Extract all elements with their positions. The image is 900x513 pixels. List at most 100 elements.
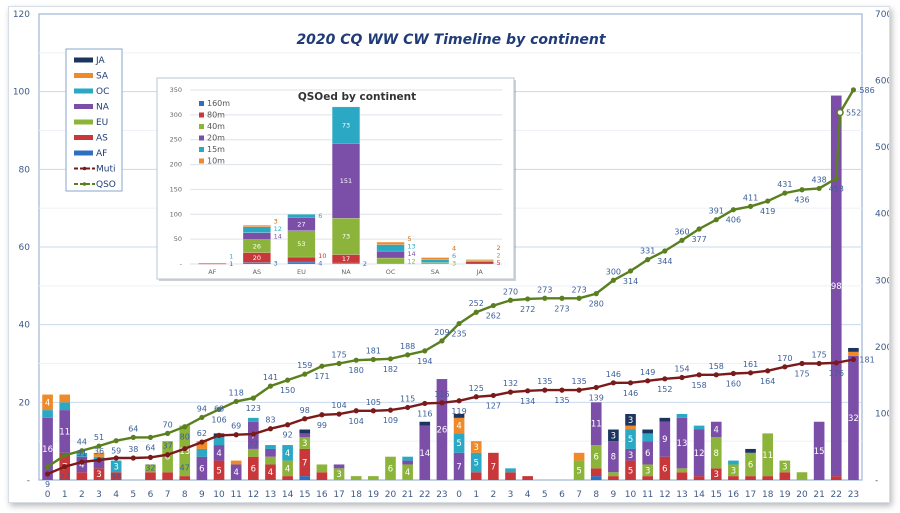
muti-marker bbox=[182, 446, 188, 452]
bar-value-label: 4 bbox=[456, 422, 461, 432]
bar-as bbox=[659, 456, 671, 480]
inset-bar-value-label: 5 bbox=[497, 259, 501, 267]
muti-point-label: 181 bbox=[859, 356, 874, 365]
x-tick-label: 0 bbox=[456, 490, 462, 500]
bar-ja bbox=[608, 429, 619, 442]
bar-na bbox=[213, 445, 225, 461]
qso-marker bbox=[422, 348, 428, 354]
muti-marker bbox=[113, 455, 119, 461]
muti-marker bbox=[250, 431, 256, 437]
bar-na bbox=[402, 460, 413, 465]
inset-bar-value-label: 27 bbox=[297, 220, 305, 228]
qso-marker bbox=[182, 424, 188, 430]
x-tick-label: 5 bbox=[130, 490, 136, 500]
bar-sa bbox=[93, 452, 105, 457]
x-tick-label: 22 bbox=[419, 490, 430, 500]
inset-bar-value-label: 4 bbox=[452, 245, 456, 253]
muti-marker bbox=[747, 370, 754, 376]
muti-point-label: 158 bbox=[709, 362, 724, 371]
muti-point-label: 160 bbox=[726, 379, 741, 388]
qso-point-label: 194 bbox=[417, 357, 432, 366]
bar-ja bbox=[453, 413, 465, 418]
muti-point-label: 176 bbox=[829, 369, 844, 378]
bar-value-label: 7 bbox=[302, 459, 307, 469]
bar-value-label: 4 bbox=[285, 449, 290, 459]
qso-point-label: 80 bbox=[180, 433, 190, 442]
qso-marker bbox=[507, 297, 514, 303]
bar-eu bbox=[779, 460, 791, 473]
qso-point-label: 181 bbox=[366, 347, 381, 356]
inset-x-tick-label: EU bbox=[297, 268, 306, 276]
bar-as bbox=[470, 472, 482, 480]
legend-swatch-eu bbox=[74, 119, 93, 125]
bar-value-label: 3 bbox=[628, 416, 633, 426]
x-tick-label: 18 bbox=[350, 490, 362, 500]
x-tick-label: 13 bbox=[676, 490, 687, 500]
bar-na bbox=[625, 448, 636, 461]
bar-value-label: 4 bbox=[285, 464, 290, 474]
x-tick-label: 0 bbox=[45, 490, 51, 500]
muti-point-label: 92 bbox=[283, 431, 293, 440]
qso-point-label: 188 bbox=[400, 342, 415, 351]
x-tick-label: 21 bbox=[402, 490, 413, 500]
muti-point-label: 116 bbox=[417, 409, 432, 418]
bar-value-label: 16 bbox=[42, 445, 53, 455]
muti-point-label: 175 bbox=[811, 351, 826, 360]
muti-point-label: 31 bbox=[77, 449, 87, 458]
inset-x-tick-label: NA bbox=[341, 268, 351, 276]
muti-marker bbox=[387, 407, 394, 413]
inset-y-tick-label: 100 bbox=[170, 210, 182, 218]
x-tick-label: 22 bbox=[831, 490, 842, 500]
bar-oc bbox=[402, 456, 413, 461]
x-tick-label: 1 bbox=[473, 490, 479, 500]
qso-marker bbox=[730, 207, 737, 213]
bar-eu bbox=[333, 468, 345, 480]
bar-as bbox=[265, 464, 276, 480]
x-tick-label: 9 bbox=[199, 490, 205, 500]
inset-y-tick-label: 200 bbox=[170, 161, 182, 169]
x-tick-label: 21 bbox=[813, 490, 824, 500]
qso-point-label: 141 bbox=[263, 373, 278, 382]
x-tick-label: 10 bbox=[213, 490, 225, 500]
inset-bar-40m bbox=[331, 218, 361, 255]
muti-point-label: 83 bbox=[265, 416, 275, 425]
muti-point-label: 134 bbox=[520, 397, 535, 406]
legend-label-ja: JA bbox=[95, 56, 105, 66]
bar-value-label: 11 bbox=[59, 427, 70, 437]
qso-marker bbox=[267, 383, 274, 389]
bar-as bbox=[625, 460, 636, 480]
muti-marker bbox=[782, 364, 788, 370]
muti-point-label: 158 bbox=[691, 381, 706, 390]
bar-value-label: 4 bbox=[216, 449, 221, 459]
qso-point-label: 431 bbox=[777, 180, 792, 189]
muti-point-label: 119 bbox=[451, 407, 466, 416]
x-tick-label: 3 bbox=[508, 490, 514, 500]
inset-bar-value-label: 2 bbox=[363, 260, 367, 268]
bar-na bbox=[453, 452, 465, 480]
x-tick-label: 1 bbox=[62, 490, 68, 500]
bar-value-label: 7 bbox=[456, 462, 461, 472]
bar-value-label: 6 bbox=[251, 464, 256, 474]
muti-marker bbox=[696, 372, 702, 378]
muti-marker bbox=[216, 432, 222, 438]
bar-oc bbox=[59, 402, 71, 411]
muti-point-label: 135 bbox=[571, 377, 586, 386]
muti-marker bbox=[44, 471, 51, 477]
inset-bar-value-label: 14 bbox=[274, 232, 282, 240]
y2-tick-label: 100 bbox=[875, 409, 889, 419]
muti-point-label: 161 bbox=[743, 360, 758, 369]
muti-point-label: 135 bbox=[537, 377, 552, 386]
qso-marker bbox=[199, 414, 205, 421]
qso-point-label: 180 bbox=[349, 366, 364, 375]
qso-point-label: 438 bbox=[811, 175, 826, 184]
bar-eu bbox=[762, 433, 774, 477]
muti-marker bbox=[645, 378, 651, 384]
bar-oc bbox=[505, 468, 516, 473]
bar-sa bbox=[453, 417, 465, 434]
bar-sa bbox=[42, 394, 53, 411]
muti-marker bbox=[525, 388, 531, 394]
qso-marker bbox=[44, 464, 51, 470]
muti-point-label: 109 bbox=[383, 416, 398, 425]
bar-value-label: 8 bbox=[714, 449, 719, 459]
qso-marker bbox=[147, 434, 154, 440]
